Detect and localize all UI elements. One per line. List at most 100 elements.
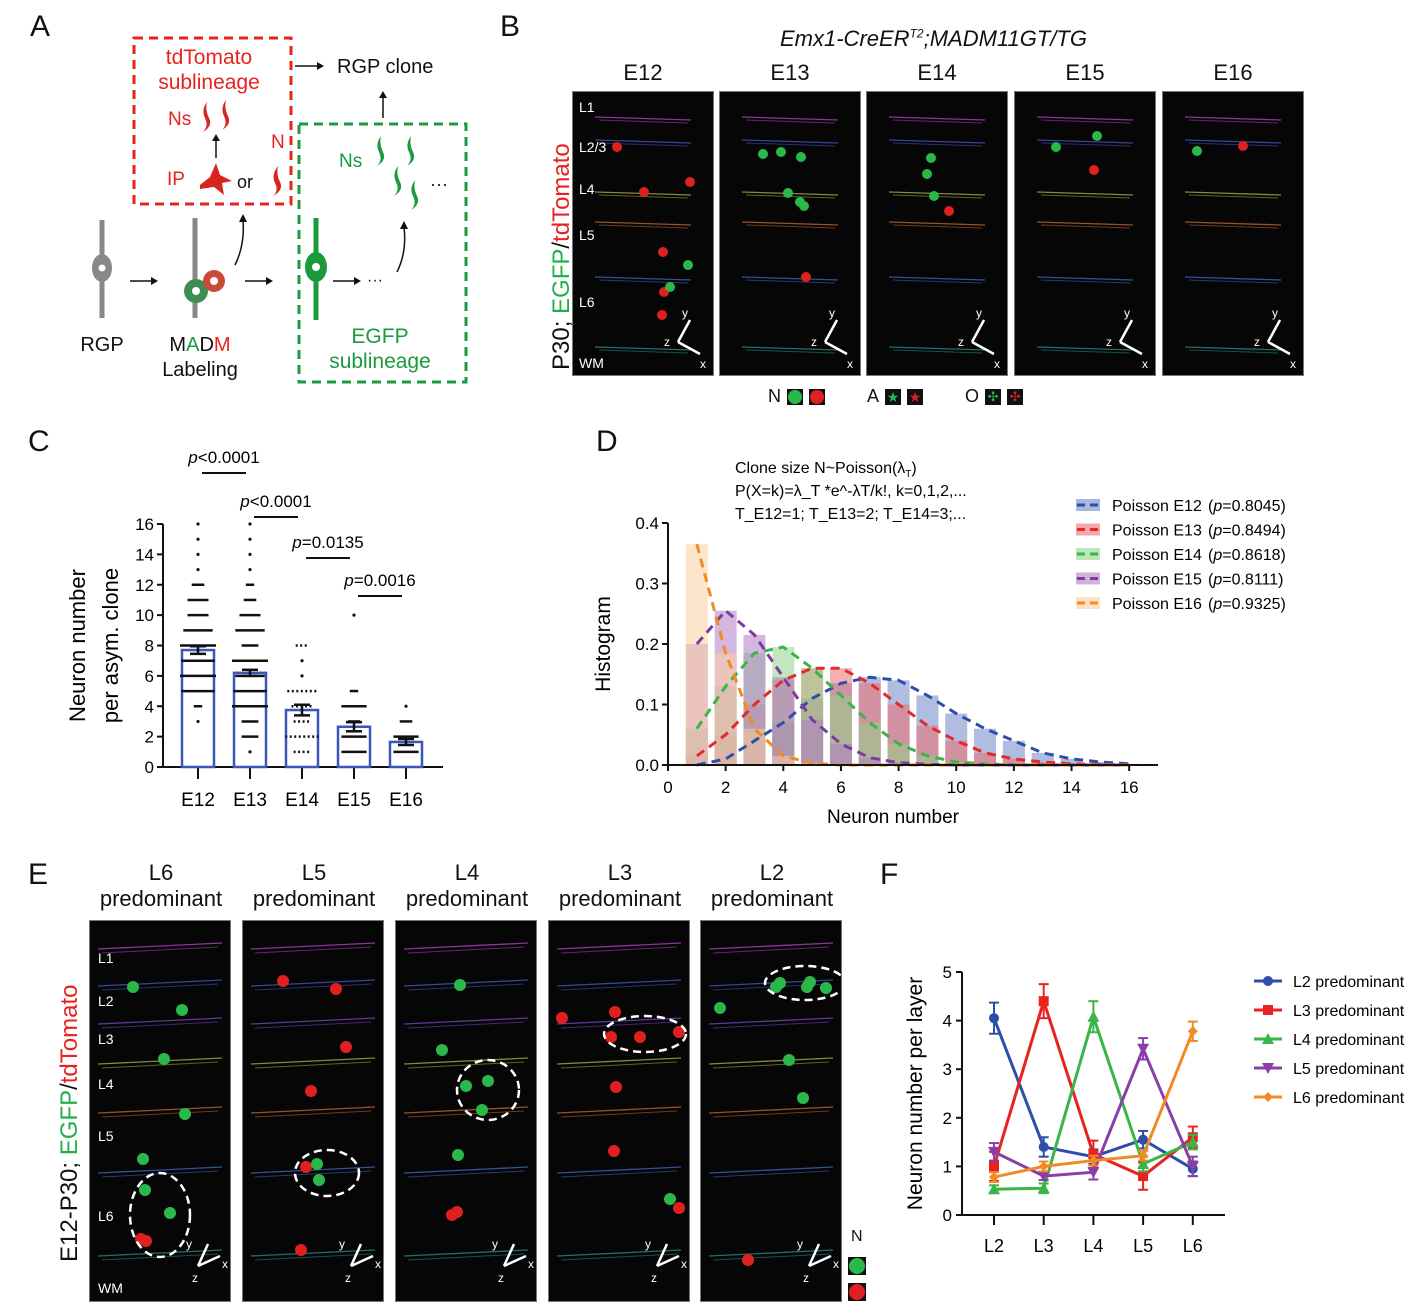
marker-circle	[989, 1013, 999, 1024]
panel-c-letter: C	[28, 425, 50, 458]
micrograph-drawing: y x z	[1036, 116, 1148, 371]
layer-boundary-line	[1036, 276, 1134, 281]
y-tick-label: 16	[135, 515, 154, 534]
layer-label: L4	[98, 1076, 114, 1092]
panel-e-column-header: L2 predominant	[692, 860, 852, 912]
y-tick-label: 14	[135, 545, 154, 564]
layer-boundary-line	[403, 979, 529, 987]
legend-p-value: (p=0.8494)	[1208, 523, 1286, 540]
p-symbol: p	[1212, 523, 1222, 540]
axis-z-label: z	[1106, 335, 1112, 349]
histogram-bar-poisson-e13	[974, 752, 997, 765]
layer-label: L1	[579, 99, 595, 115]
marker-triangle-down	[988, 1146, 1000, 1158]
marker-triangle-down	[1137, 1043, 1150, 1055]
egfp-neuron-dot	[139, 1184, 151, 1196]
egfp-neuron-dot	[664, 1193, 676, 1205]
label-ellipsis-rgp: ···	[367, 272, 383, 289]
ylabel-e12-p30: E12-P30;	[56, 1155, 83, 1262]
data-point	[248, 522, 252, 526]
layer-boundary-line	[741, 221, 839, 226]
layer-label: L5	[98, 1128, 114, 1144]
label-rgp-clone: RGP clone	[337, 56, 433, 78]
bar-E15	[336, 725, 372, 769]
layer-boundary-line	[708, 1249, 834, 1257]
layer-label: L2/3	[579, 139, 606, 155]
marker-triangle-up	[1262, 1033, 1274, 1044]
legend-p-value: (p=0.9325)	[1208, 596, 1286, 613]
layer-boundary-line	[101, 983, 219, 991]
column-header-layer: L6	[148, 860, 174, 885]
axis-x-label: x	[222, 1257, 228, 1271]
axis-z-label: z	[811, 335, 817, 349]
tdtomato-neuron-dot	[610, 1081, 622, 1093]
data-point	[248, 537, 252, 541]
panel-b-column-header: E15	[1065, 60, 1105, 85]
column-header-predominant: predominant	[405, 886, 529, 911]
axis-x-label: x	[1142, 357, 1148, 371]
legend-e-green-icon	[848, 1257, 866, 1275]
arrowhead-icon	[379, 91, 387, 98]
panel-e-micrograph: y x z	[548, 920, 690, 1302]
axis-z-label: z	[1254, 335, 1260, 349]
egfp-neuron-dot	[820, 982, 832, 994]
p-value: <0.0001	[198, 448, 260, 467]
tdtomato-neuron-dot	[556, 1012, 568, 1024]
egfp-neuron-dot	[926, 153, 936, 163]
label-rgp: RGP	[80, 334, 123, 356]
histogram-bar-poisson-e16	[685, 544, 708, 765]
tdtomato-neuron-dot	[451, 1206, 463, 1218]
neuron-icon	[377, 136, 385, 166]
micrograph-drawing: y x z	[1184, 116, 1296, 371]
axis-y-label: y	[829, 306, 835, 320]
data-point	[352, 613, 356, 617]
y-axis-label: Neuron number per layer	[904, 977, 927, 1210]
y-axis-label: Histogram	[592, 596, 615, 692]
micrograph-drawing: y x z	[403, 942, 534, 1285]
layer-boundary-line	[1184, 139, 1282, 144]
column-header-predominant: predominant	[252, 886, 376, 911]
tdtomato-neuron-dot	[340, 1041, 352, 1053]
clone-cluster-outline	[455, 1058, 521, 1122]
y-tick-label: 0.4	[635, 514, 659, 533]
axis-x-label: x	[1290, 357, 1296, 371]
x-tick-label: L6	[1183, 1236, 1203, 1256]
layer-boundary-line	[556, 1057, 682, 1065]
layer-boundary-line	[254, 1253, 372, 1261]
layer-boundary-line	[708, 1166, 834, 1174]
series-l6-predominant	[989, 1020, 1198, 1183]
axis-y-arrow-icon	[1266, 319, 1282, 343]
layer-boundary-line	[560, 946, 678, 954]
axis-y-label: y	[976, 306, 982, 320]
y-tick-label: 4	[943, 1012, 952, 1031]
panel-b-column-header: E14	[917, 60, 957, 85]
y-tick-label: 2	[145, 728, 154, 747]
legend-label: Poisson E14	[1112, 547, 1202, 564]
axis-x-label: x	[375, 1257, 381, 1271]
layer-boundary-line	[888, 116, 986, 121]
marker-triangle-up	[1137, 1157, 1150, 1169]
axis-x-arrow-icon	[656, 1254, 680, 1268]
y-tick-label: 0.3	[635, 575, 659, 594]
tdtomato-neuron-dot	[673, 1202, 685, 1214]
layer-boundary-line	[598, 349, 689, 354]
layer-label: L6	[98, 1208, 114, 1224]
layer-boundary-line	[560, 1061, 678, 1069]
layer-boundary-line	[892, 224, 983, 229]
legend-a-green-icon: ★	[885, 388, 902, 405]
annotation-sub: T	[905, 469, 911, 480]
layer-boundary-line	[741, 346, 839, 351]
micrograph-drawing: y x z L1 L2/3 L4 L5 L6 WM	[579, 99, 706, 371]
axis-y-arrow-icon	[823, 319, 839, 343]
layer-boundary-line	[712, 1110, 830, 1118]
panel-e-column-header: L5 predominant	[234, 860, 394, 912]
histogram-bar-poisson-e13	[1002, 758, 1025, 765]
green-rgp-nucleus	[312, 263, 320, 271]
panel-b-micrograph: y x z L1 L2/3 L4 L5 L6 WM	[572, 91, 714, 376]
layer-boundary-line	[1040, 194, 1131, 199]
micrograph-drawing: y x z	[888, 116, 1000, 371]
panel-b-letter: B	[500, 10, 521, 43]
p-symbol: p	[343, 571, 353, 590]
y-tick-label: 2	[943, 1109, 952, 1128]
p-value: =0.8111)	[1222, 572, 1283, 589]
